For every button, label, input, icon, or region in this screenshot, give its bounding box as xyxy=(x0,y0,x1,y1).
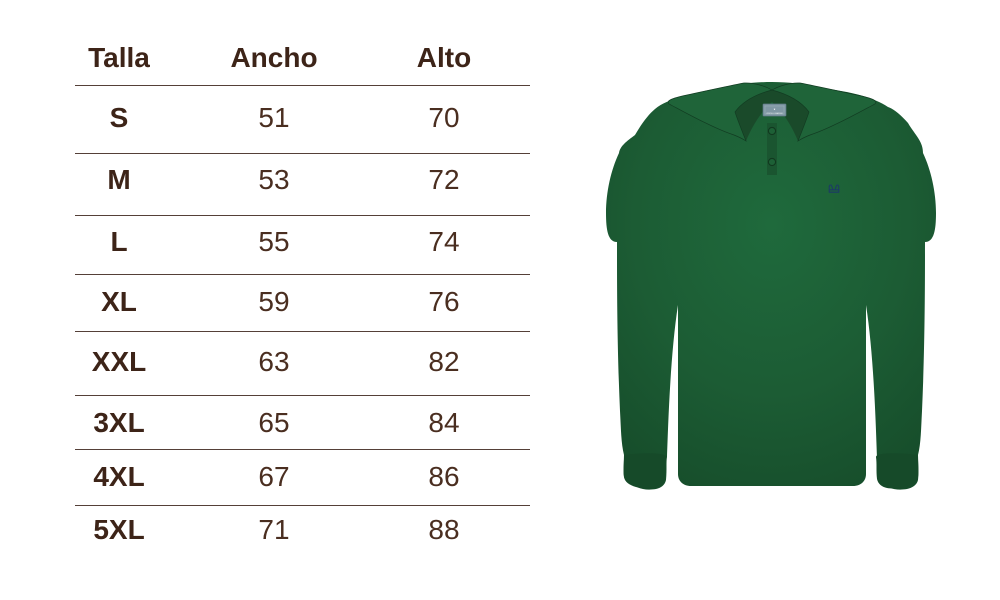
svg-text:CIRCULO MARINO: CIRCULO MARINO xyxy=(766,112,783,115)
